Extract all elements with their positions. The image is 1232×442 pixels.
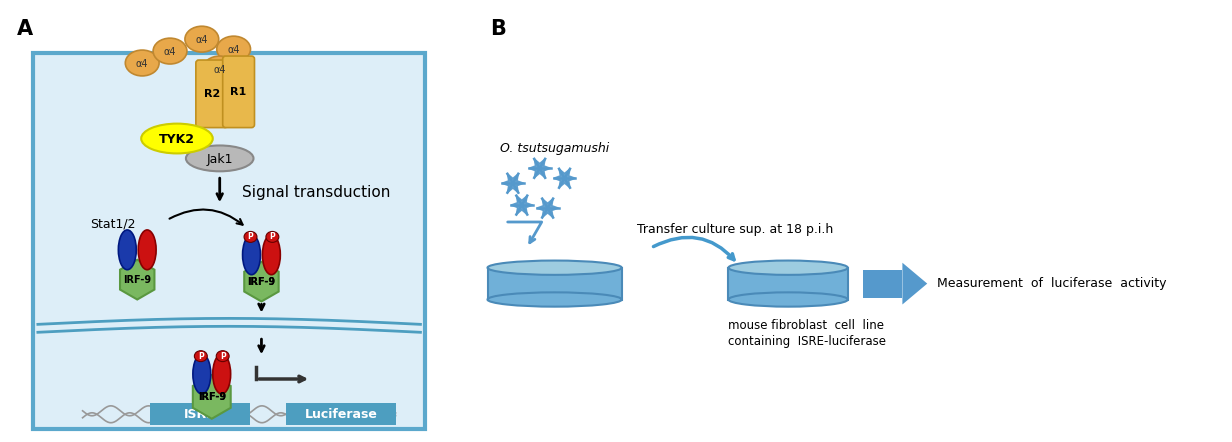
Ellipse shape xyxy=(213,354,230,394)
Text: IRF-9: IRF-9 xyxy=(123,274,152,285)
Ellipse shape xyxy=(138,230,156,270)
Polygon shape xyxy=(862,270,902,297)
Ellipse shape xyxy=(488,260,622,275)
Text: IRF-9: IRF-9 xyxy=(197,392,225,402)
Polygon shape xyxy=(728,268,848,300)
Text: Jak1: Jak1 xyxy=(207,153,233,166)
Text: IRF-9: IRF-9 xyxy=(248,277,276,286)
Text: containing  ISRE-luciferase: containing ISRE-luciferase xyxy=(728,335,887,348)
FancyBboxPatch shape xyxy=(286,403,395,425)
Ellipse shape xyxy=(185,26,219,52)
Text: TYK2: TYK2 xyxy=(159,133,195,146)
Polygon shape xyxy=(553,169,575,188)
Ellipse shape xyxy=(186,145,254,171)
Text: R2: R2 xyxy=(203,89,219,99)
Text: Signal transduction: Signal transduction xyxy=(241,185,391,200)
FancyBboxPatch shape xyxy=(196,60,228,128)
Ellipse shape xyxy=(153,38,187,64)
Text: α4: α4 xyxy=(213,65,225,75)
Polygon shape xyxy=(511,196,532,214)
Ellipse shape xyxy=(262,235,281,274)
Text: A: A xyxy=(17,19,33,39)
Ellipse shape xyxy=(142,124,213,153)
Text: Transfer culture sup. at 18 p.i.h: Transfer culture sup. at 18 p.i.h xyxy=(637,224,833,236)
Text: Measurement  of  luciferase  activity: Measurement of luciferase activity xyxy=(938,277,1167,290)
Ellipse shape xyxy=(266,232,278,242)
Text: P: P xyxy=(270,232,275,241)
FancyBboxPatch shape xyxy=(33,53,425,429)
Ellipse shape xyxy=(203,56,237,82)
Ellipse shape xyxy=(126,50,159,76)
Text: IRF-9: IRF-9 xyxy=(248,277,276,286)
Text: α4: α4 xyxy=(136,59,148,69)
Polygon shape xyxy=(902,263,928,305)
Polygon shape xyxy=(488,268,622,300)
Ellipse shape xyxy=(195,351,207,362)
Polygon shape xyxy=(529,159,551,178)
Text: Luciferase: Luciferase xyxy=(304,408,377,421)
Text: Stat1/2: Stat1/2 xyxy=(90,217,136,230)
Polygon shape xyxy=(537,198,558,217)
Polygon shape xyxy=(244,262,278,301)
Polygon shape xyxy=(501,174,524,193)
Text: α4: α4 xyxy=(228,45,240,55)
Text: P: P xyxy=(219,352,225,361)
Ellipse shape xyxy=(243,235,260,274)
Text: R1: R1 xyxy=(230,87,246,97)
Polygon shape xyxy=(120,260,154,300)
Ellipse shape xyxy=(728,260,848,275)
Text: ISRE: ISRE xyxy=(184,408,216,421)
Ellipse shape xyxy=(217,351,229,362)
Text: P: P xyxy=(198,352,203,361)
Text: mouse fibroblast  cell  line: mouse fibroblast cell line xyxy=(728,320,885,332)
Ellipse shape xyxy=(217,36,250,62)
Text: α4: α4 xyxy=(196,35,208,45)
Ellipse shape xyxy=(118,230,137,270)
Ellipse shape xyxy=(244,232,257,242)
FancyBboxPatch shape xyxy=(223,56,255,128)
Text: B: B xyxy=(490,19,506,39)
Text: IRF-9: IRF-9 xyxy=(197,392,225,402)
Text: P: P xyxy=(248,232,254,241)
FancyBboxPatch shape xyxy=(150,403,250,425)
Text: α4: α4 xyxy=(164,47,176,57)
Ellipse shape xyxy=(488,292,622,307)
Ellipse shape xyxy=(193,354,211,394)
Text: O. tsutsugamushi: O. tsutsugamushi xyxy=(500,142,609,155)
Polygon shape xyxy=(193,375,230,419)
Ellipse shape xyxy=(728,292,848,307)
